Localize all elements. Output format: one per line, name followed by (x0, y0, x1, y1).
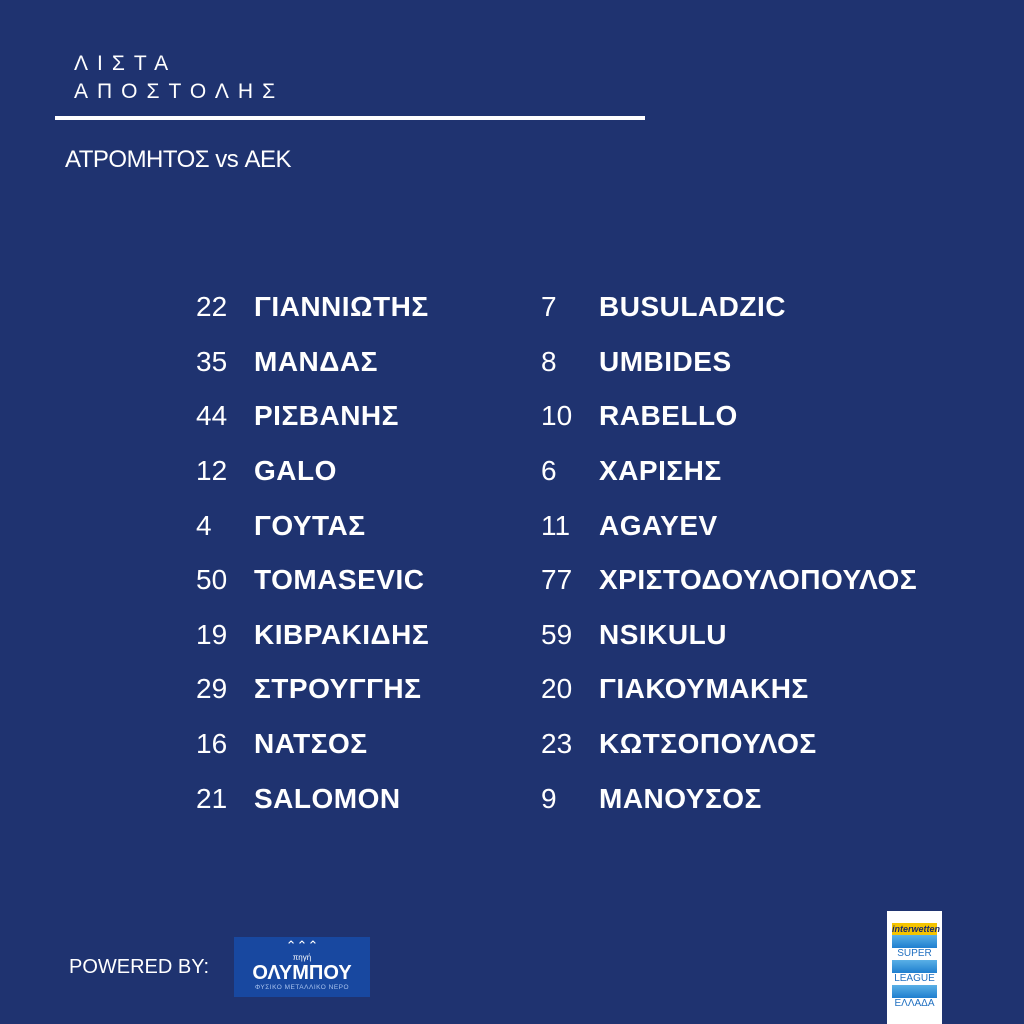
right-player-list: 7 BUSULADZIC 8 UMBIDES 10 RABELLO 6 ΧΑΡΙΣΗΣ 11 AG… (541, 280, 917, 826)
sponsor-logo-brand: ΟΛΥΜΠΟΥ (252, 962, 352, 984)
player-name: ΓΙΑΝΝΙΩΤΗΣ (254, 291, 429, 323)
player-row: 4 ΓΟΥΤΑΣ (196, 498, 429, 553)
player-row: 9 ΜΑΝΟΥΣΟΣ (541, 771, 917, 826)
divider (55, 116, 645, 120)
player-number: 59 (541, 618, 573, 650)
powered-by-label: POWERED BY: (69, 956, 210, 978)
player-name: ΜΑΝΟΥΣΟΣ (599, 782, 762, 814)
player-row: 23 ΚΩΤΣΟΠΟΥΛΟΣ (541, 717, 917, 772)
player-number: 19 (196, 618, 228, 650)
league-word-3: ΕΛΛΑΔΑ (894, 998, 935, 1009)
player-name: GALO (254, 455, 337, 487)
player-name: ΚΩΤΣΟΠΟΥΛΟΣ (599, 728, 817, 760)
player-name: ΧΑΡΙΣΗΣ (599, 455, 722, 487)
player-name: AGAYEV (599, 509, 718, 541)
league-word-1: SUPER (897, 948, 932, 959)
player-number: 22 (196, 291, 228, 323)
league-sponsor: interwetten (892, 923, 941, 935)
player-row: 21 SALOMON (196, 771, 429, 826)
match-title: ΑΤΡΟΜΗΤΟΣ vs ΑΕΚ (65, 146, 291, 173)
player-row: 44 ΡΙΣΒΑΝΗΣ (196, 389, 429, 444)
player-number: 21 (196, 782, 228, 814)
player-row: 6 ΧΑΡΙΣΗΣ (541, 444, 917, 499)
sponsor-logo: ⌃⌃⌃ πηγή ΟΛΥΜΠΟΥ ΦΥΣΙΚΟ ΜΕΤΑΛΛΙΚΟ ΝΕΡΟ (234, 937, 370, 997)
mountain-icon: ⌃⌃⌃ (285, 938, 319, 953)
sponsor-logo-sub: ΦΥΣΙΚΟ ΜΕΤΑΛΛΙΚΟ ΝΕΡΟ (254, 984, 350, 991)
player-name: TOMASEVIC (254, 564, 425, 596)
player-name: ΓΙΑΚΟΥΜΑΚΗΣ (599, 673, 809, 705)
player-name: NSIKULU (599, 618, 727, 650)
player-number: 4 (196, 509, 212, 541)
player-number: 10 (541, 400, 573, 432)
player-row: 12 GALO (196, 444, 429, 499)
player-name: SALOMON (254, 782, 401, 814)
player-name: BUSULADZIC (599, 291, 786, 323)
player-row: 59 NSIKULU (541, 608, 917, 663)
player-name: RABELLO (599, 400, 738, 432)
player-number: 77 (541, 564, 573, 596)
player-row: 50 TOMASEVIC (196, 553, 429, 608)
player-row: 77 ΧΡΙΣΤΟΔΟΥΛΟΠΟΥΛΟΣ (541, 553, 917, 608)
player-name: ΡΙΣΒΑΝΗΣ (254, 400, 399, 432)
player-row: 11 AGAYEV (541, 498, 917, 553)
player-row: 29 ΣΤΡΟΥΓΓΗΣ (196, 662, 429, 717)
player-number: 12 (196, 455, 228, 487)
player-name: ΧΡΙΣΤΟΔΟΥΛΟΠΟΥΛΟΣ (599, 564, 918, 596)
player-number: 8 (541, 345, 557, 377)
player-name: UMBIDES (599, 345, 732, 377)
player-name: ΓΟΥΤΑΣ (254, 509, 366, 541)
player-number: 9 (541, 782, 557, 814)
player-name: ΜΑΝΔΑΣ (254, 345, 378, 377)
left-player-list: 22 ΓΙΑΝΝΙΩΤΗΣ 35 ΜΑΝΔΑΣ 44 ΡΙΣΒΑΝΗΣ 12 GALO 4 ΓΟΥ… (196, 280, 429, 826)
pitch-band (892, 985, 937, 998)
player-number: 35 (196, 345, 228, 377)
player-row: 22 ΓΙΑΝΝΙΩΤΗΣ (196, 280, 429, 335)
player-number: 11 (541, 509, 571, 541)
player-name: ΣΤΡΟΥΓΓΗΣ (254, 673, 422, 705)
league-logo: interwetten SUPER LEAGUE ΕΛΛΑΔΑ (887, 911, 942, 1024)
player-row: 10 RABELLO (541, 389, 917, 444)
player-number: 23 (541, 728, 573, 760)
sponsor-logo-top: πηγή (292, 953, 312, 962)
player-row: 8 UMBIDES (541, 335, 917, 390)
player-row: 20 ΓΙΑΚΟΥΜΑΚΗΣ (541, 662, 917, 717)
title-line-2: ΑΠΟΣΤΟΛΗΣ (74, 80, 285, 103)
pitch-band (892, 960, 937, 973)
title-line-1: ΛΙΣΤΑ (74, 52, 178, 75)
pitch-band (892, 935, 937, 948)
player-name: ΝΑΤΣΟΣ (254, 728, 368, 760)
player-number: 50 (196, 564, 228, 596)
player-number: 20 (541, 673, 573, 705)
player-number: 6 (541, 455, 557, 487)
player-number: 16 (196, 728, 228, 760)
player-row: 19 ΚΙΒΡΑΚΙΔΗΣ (196, 608, 429, 663)
player-name: ΚΙΒΡΑΚΙΔΗΣ (254, 618, 430, 650)
player-row: 7 BUSULADZIC (541, 280, 917, 335)
player-number: 7 (541, 291, 557, 323)
player-row: 16 ΝΑΤΣΟΣ (196, 717, 429, 772)
player-number: 29 (196, 673, 228, 705)
league-word-2: LEAGUE (894, 973, 935, 984)
player-row: 35 ΜΑΝΔΑΣ (196, 335, 429, 390)
player-number: 44 (196, 400, 228, 432)
